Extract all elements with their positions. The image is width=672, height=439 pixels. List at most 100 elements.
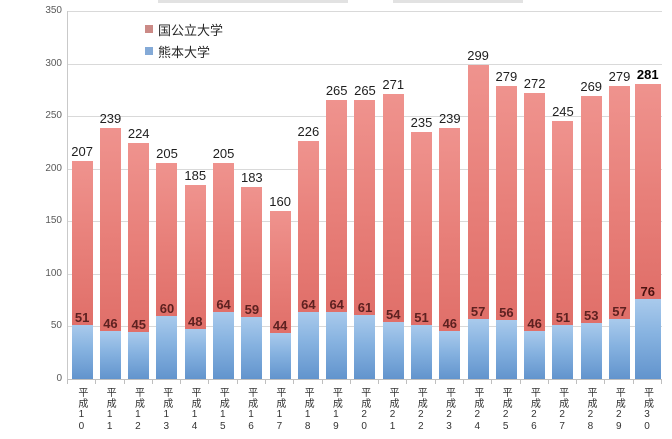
plot-area: 207 51 239 46 224 45 205 60 185 48 205 64 183 59 160 44…	[67, 11, 662, 380]
x-axis-tick	[265, 380, 266, 384]
bar-column: 265 64	[323, 11, 351, 379]
legend-item: 国公立大学	[145, 18, 223, 40]
x-axis-label: 平成12	[132, 387, 144, 433]
x-axis-label: 平成24	[471, 387, 483, 433]
bar-segment-kumamoto	[213, 311, 235, 379]
total-value-label: 224	[127, 126, 150, 142]
x-axis-label: 平成22	[415, 387, 427, 433]
x-axis-tick	[321, 380, 323, 384]
cropped-title-remnant	[393, 0, 523, 3]
y-axis-tick-label: 250	[45, 110, 62, 122]
x-axis-label: 平成21	[386, 387, 398, 433]
kumamoto-value-label: 64	[329, 296, 344, 312]
bar-column: 226 64	[294, 11, 322, 379]
bar-column: 279 56	[492, 11, 520, 379]
stacked-bar	[634, 83, 661, 379]
bar-column: 239 46	[96, 11, 124, 379]
total-value-label: 205	[156, 146, 178, 162]
x-axis-label: 平成19	[330, 387, 342, 433]
stacked-bar	[156, 163, 178, 379]
x-axis-tick	[293, 380, 295, 384]
x-axis-label-cell: 平成21	[378, 387, 406, 433]
bar-segment-kumamoto	[382, 322, 404, 379]
kumamoto-value-label: 59	[244, 301, 260, 317]
total-value-label: 245	[552, 104, 574, 120]
kumamoto-value-label: 53	[583, 308, 599, 324]
x-axis-label-cell: 平成15	[208, 387, 236, 433]
x-axis-tick	[661, 380, 662, 384]
total-value-label: 272	[523, 76, 546, 92]
stacked-bar	[411, 131, 433, 379]
bar-segment-national-public	[128, 143, 150, 332]
gridline	[68, 11, 662, 12]
total-value-label: 299	[467, 47, 489, 63]
bar-segment-kumamoto	[326, 311, 348, 379]
total-value-label: 226	[297, 124, 320, 140]
bar-column: 299 57	[464, 11, 492, 379]
x-axis-label-cell: 平成26	[520, 387, 548, 433]
kumamoto-value-label: 51	[555, 310, 571, 326]
y-axis-tick-label: 300	[45, 57, 62, 69]
stacked-bar	[326, 100, 348, 379]
kumamoto-value-label: 54	[386, 307, 401, 323]
bar-segment-national-public	[269, 210, 291, 333]
bar-segment-kumamoto	[524, 330, 546, 379]
stacked-bar	[552, 121, 574, 379]
x-axis-label: 平成10	[75, 387, 87, 433]
x-axis-label-cell: 平成19	[322, 387, 350, 433]
x-axis-tick	[434, 380, 436, 384]
bar-segment-national-public	[439, 127, 461, 331]
x-axis-label-cell: 平成22	[406, 387, 434, 433]
gridline	[68, 63, 662, 65]
bar-segment-kumamoto	[552, 325, 574, 379]
kumamoto-value-label: 60	[159, 300, 175, 316]
x-axis-label: 平成29	[613, 387, 625, 433]
x-axis-tick	[180, 380, 182, 384]
bar-column: 281 76	[634, 11, 662, 379]
y-axis-tick-label: 150	[45, 215, 62, 227]
stacked-bar	[495, 85, 517, 379]
bar-segment-kumamoto	[99, 330, 121, 379]
kumamoto-value-label: 76	[640, 284, 655, 300]
kumamoto-value-label: 44	[272, 317, 288, 333]
bar-segment-national-public	[156, 163, 178, 316]
stacked-bar	[128, 143, 150, 379]
x-axis-tick	[208, 380, 210, 384]
x-axis-label-cell: 平成14	[180, 387, 208, 433]
kumamoto-value-label: 57	[612, 304, 627, 320]
x-axis-label: 平成16	[245, 387, 257, 433]
x-axis-tick	[236, 380, 238, 384]
bar-segment-national-public	[326, 100, 348, 312]
bar-column: 245 51	[549, 11, 577, 379]
bar-column: 224 45	[125, 11, 153, 379]
x-axis-label: 平成23	[443, 387, 455, 433]
stacked-bar	[184, 184, 206, 379]
bar-segment-national-public	[634, 83, 661, 300]
x-axis-ticks	[67, 380, 662, 385]
x-axis-tick	[519, 380, 521, 384]
bar-column: 265 61	[351, 11, 379, 379]
total-value-label: 265	[325, 83, 348, 99]
bar-segment-kumamoto	[128, 331, 150, 379]
bar-segment-kumamoto	[608, 319, 630, 379]
x-axis-label: 平成17	[273, 387, 285, 433]
bar-segment-kumamoto	[184, 328, 206, 379]
total-value-label: 279	[495, 68, 518, 84]
x-axis-label: 平成13	[160, 387, 172, 433]
x-axis-tick	[463, 380, 464, 384]
x-axis-tick	[378, 380, 380, 384]
y-axis-tick-label: 100	[45, 267, 62, 279]
x-axis-label: 平成27	[556, 387, 568, 433]
x-axis-label-cell: 平成11	[95, 387, 123, 433]
cropped-title-remnant	[158, 0, 348, 3]
stacked-bar	[354, 100, 376, 379]
total-value-label: 269	[580, 79, 603, 95]
kumamoto-value-label: 56	[499, 305, 514, 321]
x-axis-tick	[151, 380, 153, 384]
kumamoto-value-label: 45	[131, 316, 146, 332]
bar-segment-national-public	[99, 127, 121, 331]
stacked-bar	[71, 161, 93, 379]
stacked-bar	[213, 163, 235, 379]
bar-segment-kumamoto	[580, 323, 602, 379]
